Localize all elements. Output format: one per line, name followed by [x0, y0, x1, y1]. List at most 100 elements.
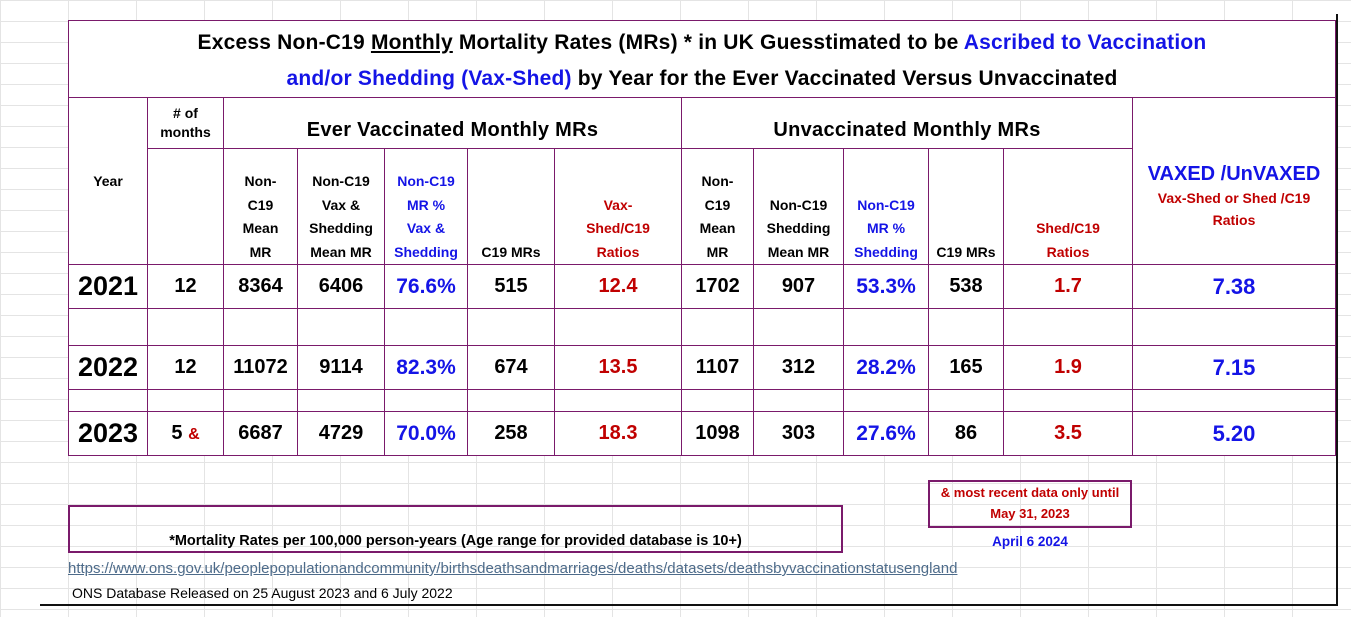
header-line: Non-	[244, 173, 277, 189]
title-ascribed: Ascribed to Vaccination	[963, 31, 1207, 54]
months-header-cell: # of months	[147, 97, 224, 149]
vax-unvax-ratio-cell: 7.38	[1132, 264, 1336, 309]
uv-ratio-header: Shed/C19 Ratios	[1003, 148, 1133, 265]
months-cell: 5 &	[147, 411, 224, 456]
ev-pct-cell: 70.0%	[384, 411, 468, 456]
footnote-box: *Mortality Rates per 100,000 person-year…	[68, 505, 843, 553]
ev-nonc19-cell: 8364	[223, 264, 298, 309]
footnote-text: *Mortality Rates per 100,000 person-year…	[169, 533, 742, 549]
ev-vaxshed-cell: 6406	[297, 264, 385, 309]
ev-c19-header: C19 MRs	[467, 148, 555, 265]
ev-ratio-cell: 12.4	[554, 264, 682, 309]
uv-pct-cell: 27.6%	[843, 411, 929, 456]
header-line: MR %	[406, 196, 446, 213]
year-header-cell: Year	[68, 97, 148, 265]
table-row: 2021 12 8364 6406 76.6% 515 12.4 1702 90…	[68, 264, 1336, 309]
header-line: Shed/C19	[1036, 220, 1100, 236]
ev-pct-header: Non-C19 MR % Vax & Shedding	[384, 148, 468, 265]
header-line: Shedding	[394, 243, 458, 260]
header-line: C19 MRs	[936, 243, 996, 260]
unvaccinated-group-label: Unvaccinated Monthly MRs	[773, 118, 1041, 141]
uv-shed-header: Non-C19 Shedding Mean MR	[753, 148, 844, 265]
header-line: Vax-	[603, 196, 633, 213]
mortality-table: Year # of months Ever Vaccinated Monthly…	[68, 97, 1336, 456]
recent-data-note: & most recent data only until May 31, 20…	[928, 480, 1132, 528]
header-line: C19	[704, 196, 731, 213]
ratio-title: VAXED /UnVAXED	[1147, 163, 1321, 185]
uv-shed-cell: 303	[753, 411, 844, 456]
header-line: Non-C19	[769, 196, 828, 213]
header-line: C19	[247, 196, 274, 213]
ev-nonc19-cell: 6687	[223, 411, 298, 456]
year-cell: 2022	[68, 345, 148, 390]
title-box: Excess Non-C19 Monthly Mortality Rates (…	[68, 20, 1336, 98]
header-line: Non-C19	[857, 196, 915, 213]
recent-data-line-1: & most recent data only until	[940, 485, 1120, 500]
author-date: April 6 2024	[992, 534, 1068, 549]
header-line: MR	[249, 243, 272, 260]
outer-border-right	[1336, 14, 1338, 606]
title-text: by Year for the Ever Vaccinated Versus U…	[571, 67, 1118, 90]
months-value: 12	[174, 275, 197, 297]
ratio-sub-2: Ratios	[1212, 212, 1256, 228]
header-row-1: Year # of months Ever Vaccinated Monthly…	[68, 97, 1336, 265]
months-header-1: # of	[173, 105, 198, 121]
uv-c19-cell: 538	[928, 264, 1004, 309]
uv-c19-cell: 165	[928, 345, 1004, 390]
release-note: ONS Database Released on 25 August 2023 …	[72, 585, 453, 601]
header-line: MR	[706, 243, 729, 260]
uv-shed-cell: 907	[753, 264, 844, 309]
ev-vaxshed-cell: 4729	[297, 411, 385, 456]
ev-nonc19-header: Non- C19 Mean MR	[223, 148, 298, 265]
header-line: Ratios	[1046, 243, 1090, 260]
header-line: Shed/C19	[586, 220, 650, 236]
unvaccinated-group-header: Unvaccinated Monthly MRs	[681, 97, 1133, 149]
title-line-2: and/or Shedding (Vax-Shed) by Year for t…	[69, 67, 1335, 91]
ev-c19-cell: 258	[467, 411, 555, 456]
uv-nonc19-cell: 1098	[681, 411, 754, 456]
header-line: Shedding	[854, 243, 918, 260]
table-row: 2022 12 11072 9114 82.3% 674 13.5 1107 3…	[68, 345, 1336, 390]
title-line-1: Excess Non-C19 Monthly Mortality Rates (…	[69, 31, 1335, 55]
header-line: Shedding	[309, 220, 373, 236]
header-line: Ratios	[596, 243, 640, 260]
header-line: Vax &	[321, 196, 361, 213]
header-line: Vax &	[406, 220, 446, 236]
ons-dataset-link[interactable]: https://www.ons.gov.uk/peoplepopulationa…	[68, 560, 958, 577]
ever-vaccinated-group-label: Ever Vaccinated Monthly MRs	[306, 118, 599, 141]
ev-pct-cell: 76.6%	[384, 264, 468, 309]
ratio-sub-1: Vax-Shed or Shed /C19	[1157, 190, 1311, 206]
uv-c19-cell: 86	[928, 411, 1004, 456]
ev-nonc19-cell: 11072	[223, 345, 298, 390]
months-value: 12	[174, 356, 197, 378]
ratio-header-cell: VAXED /UnVAXED Vax-Shed or Shed /C19 Rat…	[1132, 97, 1336, 265]
uv-nonc19-cell: 1702	[681, 264, 754, 309]
spacer-row	[68, 389, 1336, 412]
year-cell: 2021	[68, 264, 148, 309]
ev-c19-cell: 674	[467, 345, 555, 390]
table-row: 2023 5 & 6687 4729 70.0% 258 18.3 1098 3…	[68, 411, 1336, 456]
year-header: Year	[93, 172, 123, 189]
vax-unvax-ratio-cell: 7.15	[1132, 345, 1336, 390]
header-row-2: Non- C19 Mean MR Non-C19 Vax & Shedding …	[69, 148, 1336, 265]
uv-c19-header: C19 MRs	[928, 148, 1004, 265]
ev-pct-cell: 82.3%	[384, 345, 468, 390]
uv-pct-header: Non-C19 MR % Shedding	[843, 148, 929, 265]
header-line: Mean	[699, 220, 736, 236]
outer-border-bottom	[40, 604, 1338, 606]
header-line: C19 MRs	[481, 243, 541, 260]
header-line: MR %	[866, 220, 906, 236]
months-footnote-mark: &	[188, 426, 200, 443]
header-line: Mean	[242, 220, 279, 236]
title-text: Excess Non-C19	[197, 31, 371, 54]
uv-nonc19-header: Non- C19 Mean MR	[681, 148, 754, 265]
uv-ratio-cell: 1.7	[1003, 264, 1133, 309]
uv-ratio-cell: 3.5	[1003, 411, 1133, 456]
uv-pct-cell: 53.3%	[843, 264, 929, 309]
uv-shed-cell: 312	[753, 345, 844, 390]
ev-c19-cell: 515	[467, 264, 555, 309]
uv-pct-cell: 28.2%	[843, 345, 929, 390]
header-line: Shedding	[766, 220, 831, 236]
year-cell: 2023	[68, 411, 148, 456]
